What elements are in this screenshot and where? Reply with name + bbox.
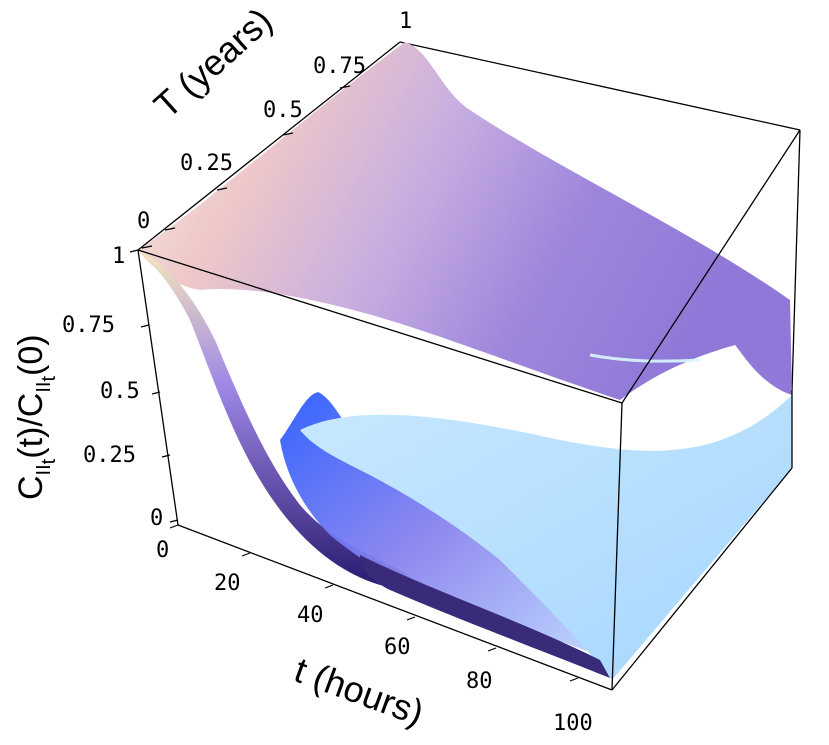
x-axis-title: t (hours) — [289, 649, 429, 733]
z-tick-2: 0.5 — [100, 379, 140, 404]
surface — [138, 42, 792, 680]
z-tick-4: 1 — [112, 244, 125, 269]
z-title-sub1: II — [33, 464, 55, 475]
z-title-sub1b: t — [38, 458, 60, 464]
box-back-edges — [399, 41, 801, 391]
z-tick-0: 0 — [150, 506, 163, 531]
x-tick-1: 20 — [214, 571, 241, 596]
z-title-mid: (t)/C — [12, 393, 50, 459]
z-axis-ticks: 1 0.75 0.5 0.25 0 — [62, 244, 163, 531]
x-tick-0: 0 — [156, 538, 169, 563]
box-front-edges — [137, 41, 801, 691]
z-title-end: (0) — [12, 334, 50, 376]
y-axis-title: T (years) — [146, 0, 280, 126]
z-tick-3: 0.75 — [62, 313, 115, 338]
z-title-sub2: II — [33, 382, 55, 393]
z-tick-1: 0.25 — [83, 443, 136, 468]
surface-steep-wall — [138, 250, 411, 587]
surface-highlight — [589, 353, 701, 363]
x-tick-5: 100 — [553, 711, 593, 736]
y-tick-4: 1 — [399, 9, 412, 34]
x-axis-ticks: 0 20 40 60 80 100 — [156, 538, 593, 736]
surface-trough-edge — [360, 555, 610, 678]
y-tick-1: 0.25 — [180, 151, 233, 176]
x-tick-2: 40 — [297, 603, 324, 628]
y-tick-3: 0.75 — [313, 54, 366, 79]
z-title-c1: C — [12, 475, 50, 500]
x-tick-4: 80 — [466, 669, 493, 694]
surface-top-sheet — [138, 42, 792, 400]
y-tick-2: 0.5 — [263, 98, 303, 123]
tick-marks — [129, 85, 579, 682]
z-title-sub2b: t — [38, 376, 60, 382]
surface-low-plane — [300, 395, 792, 680]
x-tick-3: 60 — [384, 635, 411, 660]
y-tick-0: 0 — [137, 209, 150, 234]
z-axis-title: CIIt(t)/CIIt(0) — [12, 334, 60, 500]
y-axis-ticks: 0 0.25 0.5 0.75 1 — [137, 9, 412, 234]
